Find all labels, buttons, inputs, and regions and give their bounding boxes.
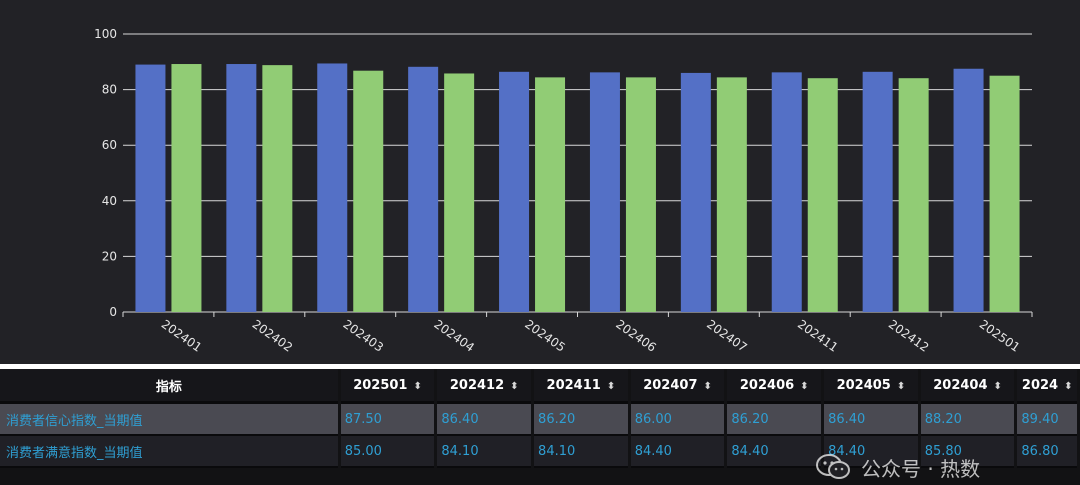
x-tick-label: 202407 (704, 317, 750, 355)
bar (262, 65, 293, 312)
column-header-label: 202407 (643, 377, 698, 393)
table-cell: 86.20 (727, 404, 822, 436)
bar (353, 70, 384, 312)
sort-icon[interactable]: ⬍ (606, 380, 616, 392)
table-cell: 84.10 (534, 436, 628, 468)
y-tick-label: 40 (102, 194, 117, 208)
divider (0, 364, 1080, 369)
table-row: 消费者满意指数_当期值 85.00 84.10 84.10 84.40 84.40 84.4… (0, 436, 1077, 468)
sort-icon[interactable]: ⬍ (510, 380, 519, 392)
bar (898, 78, 929, 313)
bar (680, 72, 711, 312)
header-label: 指标 (0, 369, 338, 404)
table-cell: 86.40 (824, 404, 918, 436)
bar (953, 68, 984, 312)
sort-icon[interactable]: ⬍ (800, 380, 809, 392)
y-tick-label: 100 (94, 27, 117, 41)
x-tick-label: 202501 (977, 317, 1023, 355)
column-header-label: 2024 (1021, 377, 1059, 393)
bar (135, 64, 166, 312)
x-tick-label: 202411 (795, 317, 841, 355)
bar (589, 72, 620, 312)
x-tick-label: 202402 (250, 317, 296, 355)
bar (535, 77, 566, 312)
bar (716, 77, 747, 312)
x-tick-label: 202412 (886, 317, 932, 355)
y-tick-label: 60 (102, 138, 117, 152)
table-cell: 88.20 (920, 404, 1015, 436)
column-header[interactable]: 202501 ⬍ (340, 369, 435, 404)
column-header[interactable]: 202412 ⬍ (437, 369, 532, 404)
bar (771, 72, 802, 312)
bar (625, 77, 656, 312)
column-header-label: 202411 (546, 377, 601, 393)
column-header[interactable]: 202404 ⬍ (920, 369, 1015, 404)
table-cell: 84.40 (727, 436, 822, 468)
column-header-label: 202405 (836, 377, 891, 393)
column-header[interactable]: 202407 ⬍ (630, 369, 725, 404)
table-cell: 89.40 (1017, 404, 1077, 436)
bar (989, 75, 1020, 312)
bar (226, 64, 257, 312)
sort-icon[interactable]: ⬍ (703, 380, 712, 392)
column-header[interactable]: 202406 ⬍ (727, 369, 822, 404)
column-header-label: 202406 (739, 377, 795, 393)
table-cell: 85.00 (340, 436, 435, 468)
table-cell: 86.80 (1017, 436, 1077, 468)
row-label[interactable]: 消费者信心指数_当期值 (0, 404, 338, 436)
watermark: 公众号 · 热数 (815, 452, 1080, 482)
row-label[interactable]: 消费者满意指数_当期值 (0, 436, 338, 468)
column-header-label: 202404 (933, 377, 988, 393)
column-header[interactable]: 202405 ⬍ (824, 369, 918, 404)
x-tick-label: 202406 (613, 317, 659, 355)
watermark-text: 公众号 · 热数 (861, 456, 981, 481)
table-cell: 87.50 (340, 404, 435, 436)
x-tick-label: 202401 (159, 317, 205, 355)
bar (499, 71, 530, 312)
column-header[interactable]: 202411 ⬍ (534, 369, 628, 404)
bar (317, 63, 348, 312)
sort-icon[interactable]: ⬍ (413, 380, 422, 392)
y-tick-label: 20 (102, 249, 117, 263)
table-cell: 86.20 (534, 404, 628, 436)
sort-icon[interactable]: ⬍ (1064, 380, 1073, 392)
y-tick-label: 80 (102, 83, 117, 97)
bar (807, 78, 838, 313)
bar (408, 66, 439, 312)
bar (444, 73, 475, 312)
table-cell: 86.40 (437, 404, 532, 436)
table-cell: 84.40 (630, 436, 725, 468)
x-tick-label: 202405 (522, 317, 568, 355)
table-cell: 85.80 (920, 436, 1015, 468)
data-table: 指标 202501 ⬍ 202412 ⬍ 202411 ⬍ 202407 ⬍ 202406 ⬍ 202… (0, 369, 1080, 485)
bar (862, 71, 893, 312)
table-cell: 86.00 (630, 404, 725, 436)
wechat-icon (815, 454, 851, 480)
column-header-label: 202412 (449, 377, 505, 393)
bar-chart: 0 20 40 60 80 100 202401 202402 202403 202404 2024… (94, 27, 1033, 355)
column-header[interactable]: 2024 ⬍ (1017, 369, 1077, 404)
chart-svg: 0 20 40 60 80 100 202401 202402 202403 202404 2024… (94, 27, 1033, 355)
bar (171, 64, 202, 312)
table-cell: 84.10 (437, 436, 532, 468)
x-tick-label: 202403 (341, 317, 387, 355)
table-row: 消费者信心指数_当期值 87.50 86.40 86.20 86.00 86.20 86.4… (0, 404, 1077, 436)
sort-icon[interactable]: ⬍ (993, 380, 1002, 392)
x-tick-label: 202404 (431, 317, 477, 355)
y-tick-label: 0 (109, 305, 117, 319)
sort-icon[interactable]: ⬍ (896, 380, 906, 392)
column-header-label: 202501 (353, 377, 408, 393)
